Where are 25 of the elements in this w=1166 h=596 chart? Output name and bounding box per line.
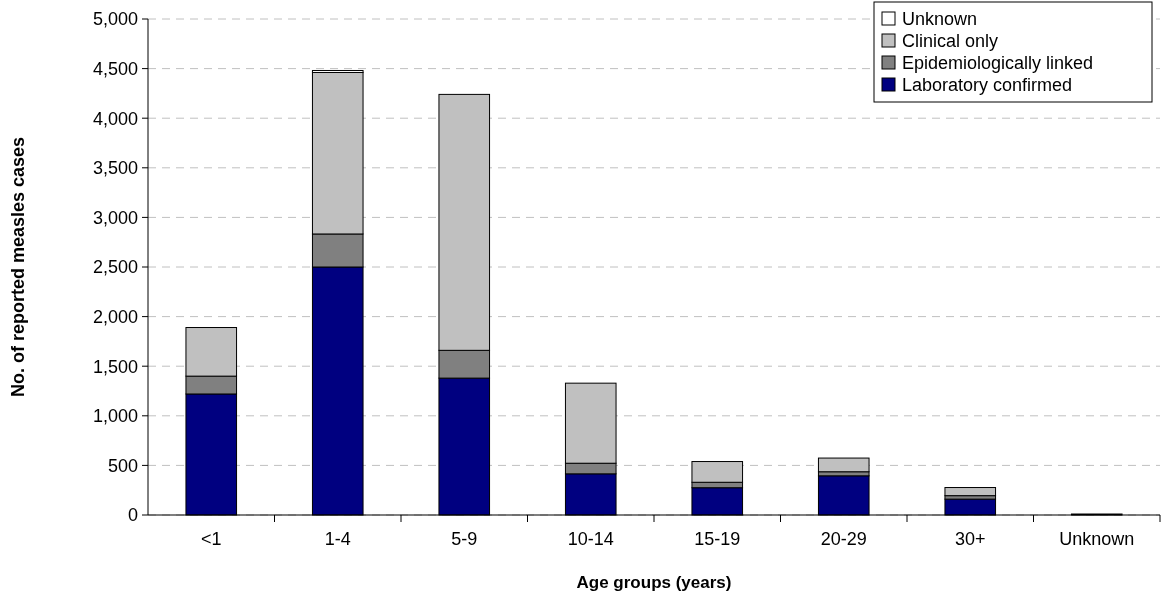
y-axis-title: No. of reported measles cases <box>8 136 28 398</box>
legend-label: Clinical only <box>902 31 999 52</box>
x-tick-label: 5-9 <box>451 529 478 549</box>
y-tick-label: 5,000 <box>92 9 138 30</box>
y-tick-label: 4,000 <box>92 108 138 129</box>
y-tick-label: 3,000 <box>92 207 138 228</box>
y-tick-label: 500 <box>107 455 138 476</box>
y-tick-label: 2,000 <box>92 306 138 327</box>
y-tick-label: 1,000 <box>92 406 138 427</box>
legend-label: Epidemiologically linked <box>902 53 1094 74</box>
legend-label: Unknown <box>902 9 978 30</box>
y-tick-label: 3,500 <box>92 158 138 179</box>
x-tick-label: 30+ <box>954 529 986 549</box>
x-axis-title: Age groups (years) <box>576 573 732 592</box>
legend-label: Laboratory confirmed <box>902 75 1073 96</box>
x-tick-label: 10-14 <box>567 529 614 549</box>
y-tick-label: 1,500 <box>92 356 138 377</box>
x-tick-label: <1 <box>200 529 222 549</box>
y-tick-label: 4,500 <box>92 58 138 79</box>
x-tick-label: 1-4 <box>324 529 351 549</box>
x-tick-label: 15-19 <box>694 529 741 549</box>
y-tick-label: 2,500 <box>92 257 138 278</box>
x-tick-label: 20-29 <box>820 529 867 549</box>
x-tick-label: Unknown <box>1059 529 1135 549</box>
y-tick-label: 0 <box>127 505 138 526</box>
